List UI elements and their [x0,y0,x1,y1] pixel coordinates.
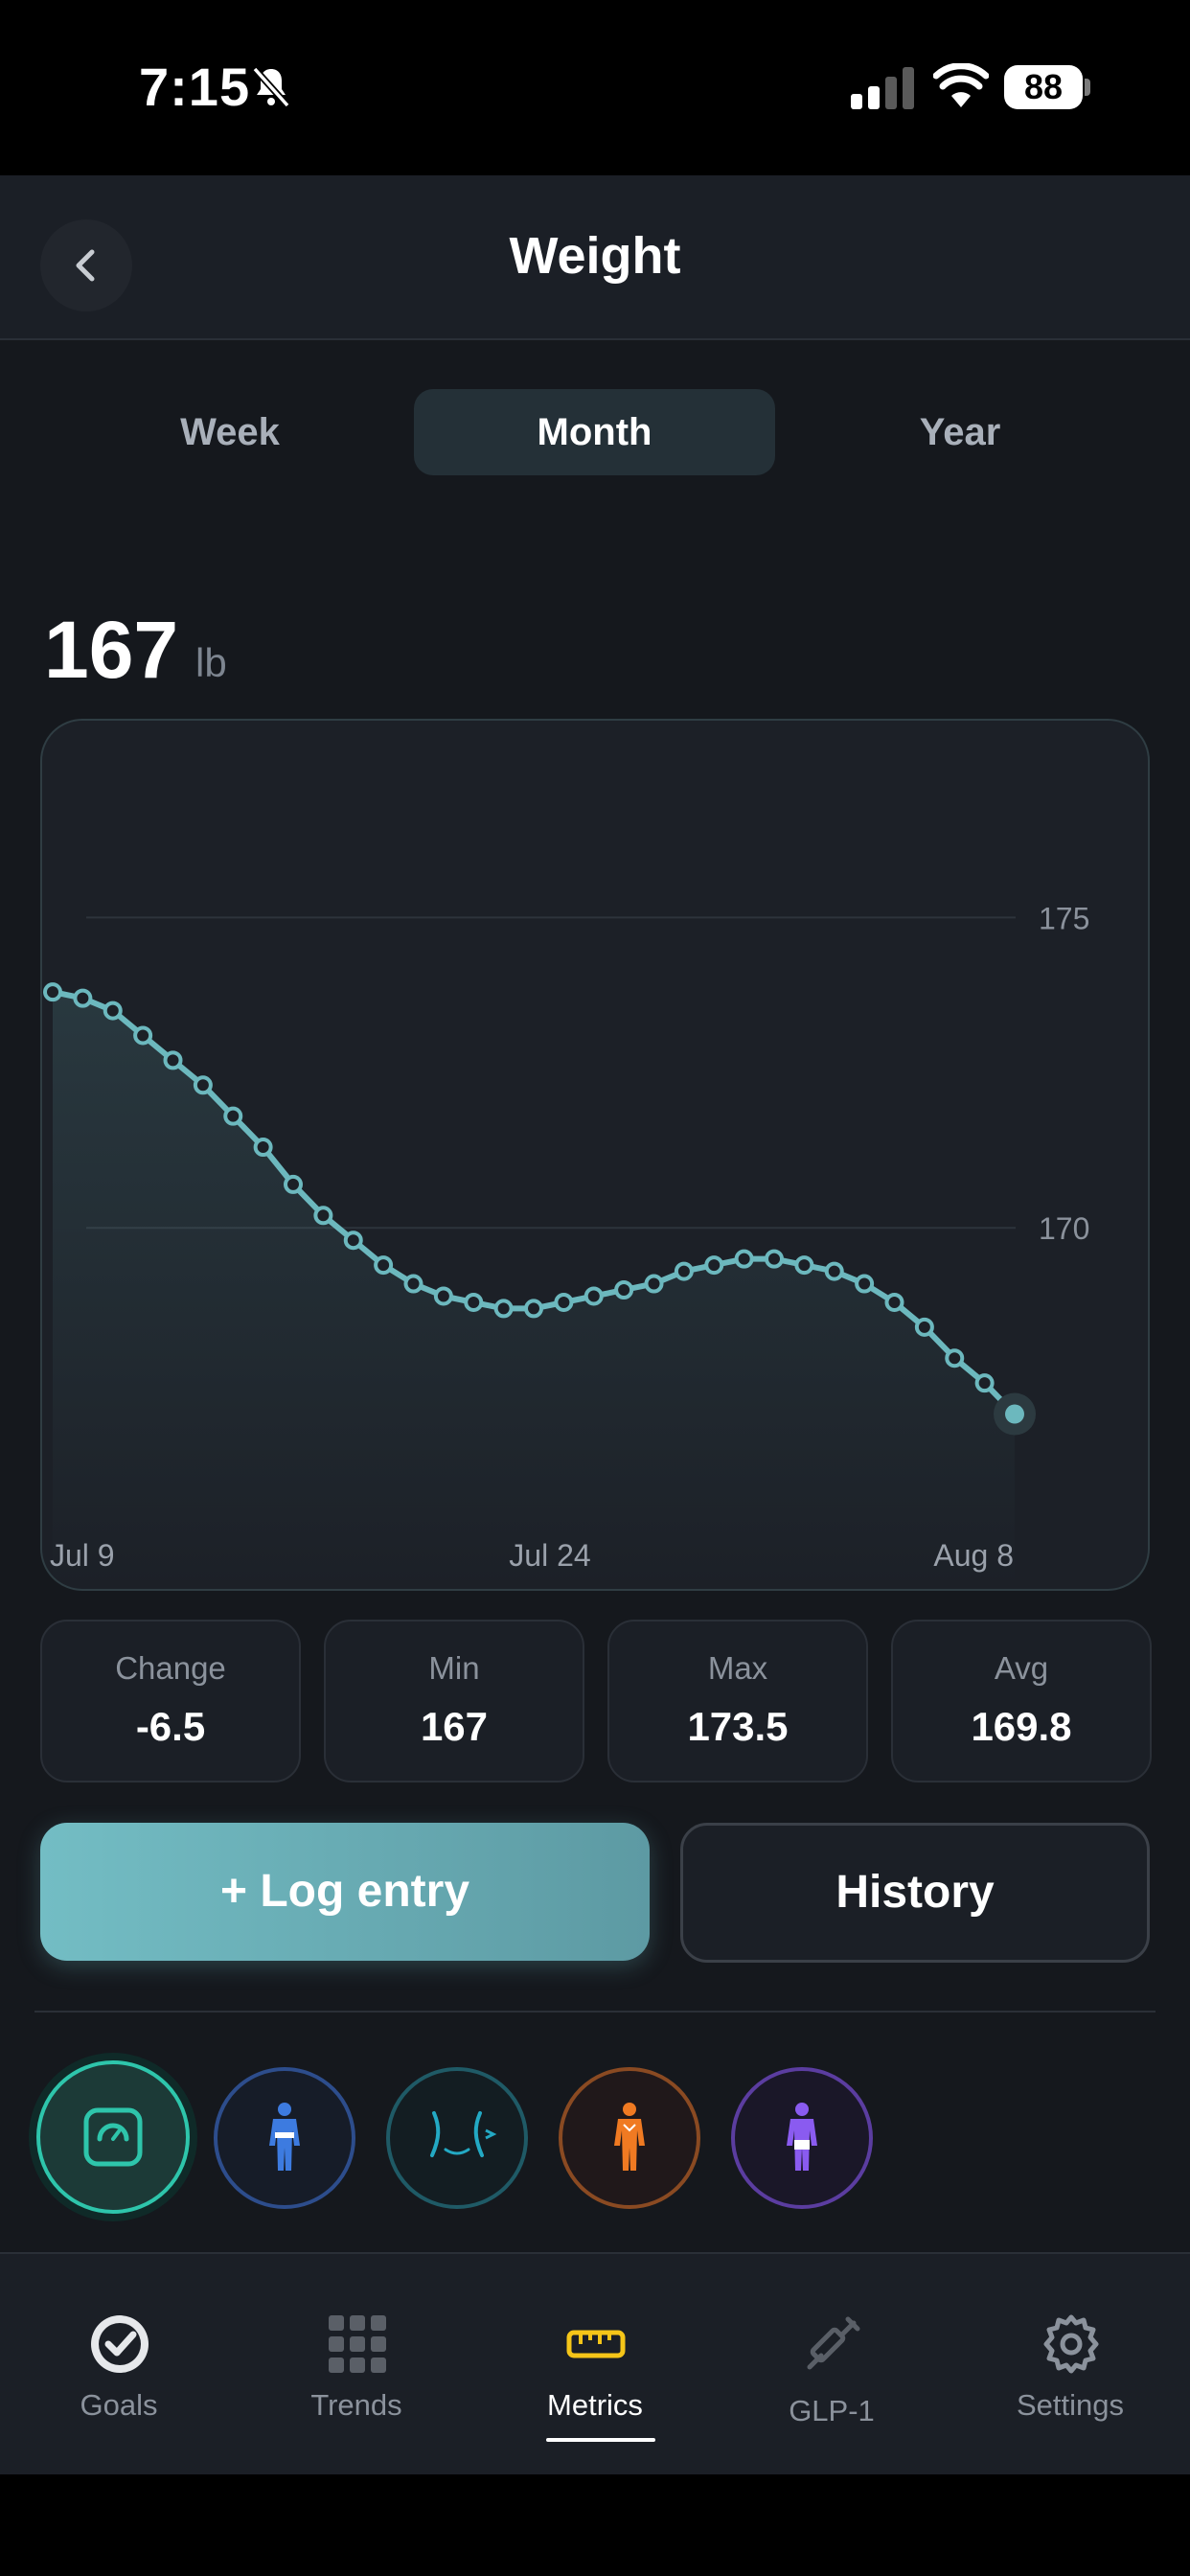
data-point[interactable] [403,1274,423,1294]
data-point[interactable] [313,1206,333,1226]
data-point[interactable] [584,1286,604,1306]
data-point[interactable] [765,1249,784,1269]
weight-chart[interactable]: 175 170 Jul 9 Jul 24 Aug 8 [40,719,1150,1591]
metric-waist-button[interactable] [386,2067,528,2209]
data-point[interactable] [284,1174,303,1194]
stat-max-card: Max 173.5 [607,1620,868,1782]
ruler-icon [566,2330,626,2358]
weight-chart-svg: 175 170 Jul 9 Jul 24 Aug 8 [43,901,1089,1589]
data-point[interactable] [914,1317,934,1337]
nav-trends-label: Trends [310,2388,402,2422]
data-point[interactable] [374,1255,394,1276]
stat-max-value: 173.5 [687,1704,789,1749]
x-tick-label: Jul 9 [50,1538,115,1573]
stat-avg-card: Avg 169.8 [891,1620,1152,1782]
data-point[interactable] [794,1255,814,1276]
data-point[interactable] [464,1292,484,1312]
metric-body-button[interactable] [214,2067,355,2209]
header-bar [0,175,1190,340]
battery-nub [1085,79,1090,96]
data-point[interactable] [974,1373,995,1393]
latest-data-point[interactable] [1005,1404,1024,1424]
data-point[interactable] [163,1050,183,1070]
data-point[interactable] [103,1000,123,1021]
data-point[interactable] [824,1261,844,1281]
waist-icon [430,2111,497,2157]
x-tick-label: Jul 24 [509,1538,590,1573]
series-area [53,992,1015,1589]
data-point[interactable] [554,1292,574,1312]
data-point[interactable] [343,1230,363,1251]
stat-min-label: Min [428,1650,480,1686]
nav-settings[interactable]: Settings [974,2300,1166,2434]
data-point[interactable] [734,1249,754,1269]
nav-glp1[interactable]: GLP-1 [736,2300,927,2434]
data-point[interactable] [133,1025,153,1046]
stat-max-label: Max [707,1650,768,1686]
data-point[interactable] [253,1138,273,1158]
y-tick-label: 175 [1039,901,1089,935]
scale-icon [83,2107,143,2167]
trends-grid-icon [329,2315,386,2373]
tab-month[interactable]: Month [414,389,775,475]
chevron-left-icon [76,249,95,282]
stat-change-card: Change -6.5 [40,1620,301,1782]
metric-body-fat-button[interactable] [731,2067,873,2209]
metric-scale-button[interactable] [36,2060,190,2214]
data-point[interactable] [704,1255,724,1276]
stat-min-value: 167 [420,1704,489,1749]
current-weight-value: 167 [44,605,179,695]
stat-change-value: -6.5 [135,1704,206,1749]
nav-metrics[interactable]: Metrics [499,2300,691,2434]
data-point[interactable] [945,1348,965,1368]
bell-muted-icon [252,66,290,108]
tab-week[interactable]: Week [180,411,280,453]
nav-goals-label: Goals [80,2388,158,2422]
home-indicator-area [0,2474,1190,2576]
active-tab-indicator [546,2438,655,2442]
y-tick-label: 170 [1039,1211,1089,1246]
status-time: 7:15 [139,57,251,117]
wifi-icon [933,63,989,107]
nav-settings-label: Settings [1016,2388,1124,2422]
muscle-icon [614,2103,645,2171]
stat-avg-label: Avg [994,1650,1049,1686]
data-point[interactable] [193,1075,213,1095]
body-fat-icon [787,2103,817,2171]
back-button[interactable] [40,219,132,311]
nav-metrics-label: Metrics [547,2388,643,2422]
status-bar [0,0,1190,175]
data-point[interactable] [493,1299,514,1319]
log-entry-button[interactable]: + Log entry [40,1823,650,1961]
current-weight-unit: lb [195,640,227,685]
data-point[interactable] [674,1261,694,1281]
signal-icon [851,67,914,109]
stat-min-card: Min 167 [324,1620,584,1782]
history-button[interactable]: History [680,1823,1150,1963]
nav-trends[interactable]: Trends [261,2300,452,2434]
stat-avg-value: 169.8 [971,1704,1072,1749]
metric-muscle-button[interactable] [559,2067,700,2209]
tab-year[interactable]: Year [919,411,1001,453]
nav-glp1-label: GLP-1 [789,2394,875,2427]
data-point[interactable] [43,982,62,1002]
body-icon [269,2103,300,2171]
page-title: Weight [509,227,681,285]
goals-icon [91,2315,149,2373]
data-point[interactable] [73,988,93,1008]
stat-change-label: Change [115,1650,226,1686]
syringe-icon [807,2316,860,2370]
data-point[interactable] [884,1292,904,1312]
data-point[interactable] [223,1106,243,1126]
divider [34,2011,1156,2012]
x-tick-label: Aug 8 [933,1538,1014,1573]
battery-indicator: 88 [1004,65,1083,109]
nav-goals[interactable]: Goals [23,2300,215,2434]
gear-icon [1043,2314,1099,2374]
data-point[interactable] [614,1280,634,1300]
data-point[interactable] [524,1299,543,1319]
data-point[interactable] [855,1274,875,1294]
data-point[interactable] [433,1286,453,1306]
data-point[interactable] [644,1274,664,1294]
